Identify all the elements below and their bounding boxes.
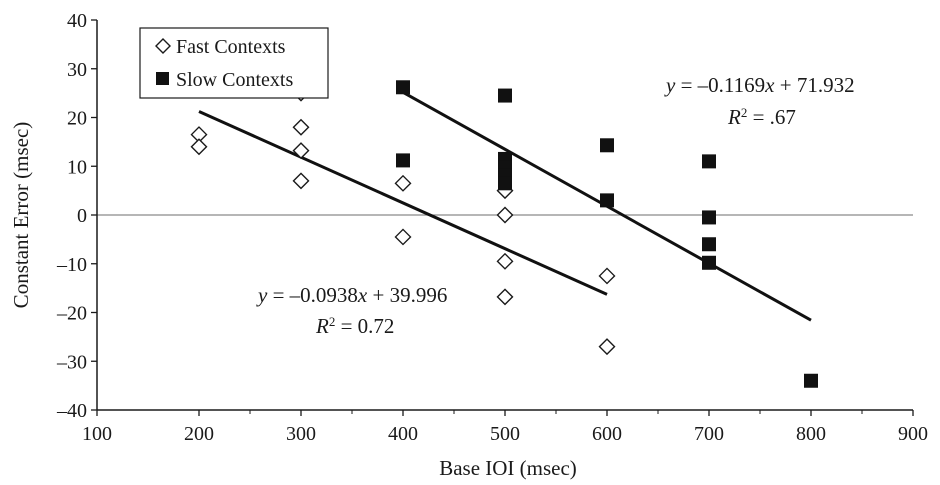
legend: Fast Contexts Slow Contexts xyxy=(139,27,329,99)
fast-context-point xyxy=(292,172,310,190)
slow-trend-equation: y = –0.1169x + 71.932 R2 = .67 xyxy=(664,73,855,129)
x-tick-label: 900 xyxy=(898,423,928,445)
fast-r2-exp: 2 xyxy=(329,314,336,329)
fast-context-point xyxy=(496,252,514,270)
x-tick-label: 600 xyxy=(592,423,622,445)
legend-slow-marker xyxy=(156,72,169,85)
legend-fast-label: Fast Contexts xyxy=(176,36,286,58)
fast-eq-y: y xyxy=(256,283,268,307)
slow-context-point xyxy=(702,154,716,169)
fast-context-point xyxy=(394,174,412,192)
slow-eq-slope: = –0.1169 xyxy=(675,73,765,97)
y-tick-label: 40 xyxy=(67,10,87,32)
fast-context-point xyxy=(292,142,310,160)
fast-context-point xyxy=(394,228,412,246)
y-tick-label: –30 xyxy=(56,351,87,373)
fast-context-point xyxy=(598,338,616,356)
slow-context-point xyxy=(702,210,716,225)
slow-context-point xyxy=(600,138,614,153)
x-tick-label: 300 xyxy=(286,423,316,445)
x-axis-title: Base IOI (msec) xyxy=(439,456,577,480)
x-tick-label: 500 xyxy=(490,423,520,445)
axes: –40 –30 –20 –10 0 10 20 30 40 100 200 300 400 500 600 7… xyxy=(56,10,928,445)
slow-eq-y: y xyxy=(664,73,676,97)
fast-context-point xyxy=(496,288,514,306)
fast-context-point xyxy=(496,206,514,224)
fast-eq-slope: = –0.0938 xyxy=(267,283,358,307)
slow-r2-exp: 2 xyxy=(741,105,748,120)
fast-r2-text: R2 = 0.72 xyxy=(315,314,394,339)
y-tick-label: –10 xyxy=(56,254,87,276)
slow-context-point xyxy=(498,88,512,103)
fast-context-point xyxy=(292,118,310,136)
slow-equation-text: y = –0.1169x + 71.932 xyxy=(664,73,855,97)
slow-context-point xyxy=(498,176,512,191)
x-tick-label: 100 xyxy=(82,423,112,445)
x-tick-label: 400 xyxy=(388,423,418,445)
legend-fast-marker xyxy=(155,38,171,54)
y-axis-title: Constant Error (msec) xyxy=(9,122,33,309)
y-tick-label: 30 xyxy=(67,59,87,81)
y-tick-label: 0 xyxy=(77,205,87,227)
fast-eq-intercept: + 39.996 xyxy=(367,283,447,307)
fast-trend-equation: y = –0.0938x + 39.996 R2 = 0.72 xyxy=(256,283,447,338)
slow-context-point xyxy=(600,193,614,208)
fast-equation-text: y = –0.0938x + 39.996 xyxy=(256,283,447,307)
slow-context-point xyxy=(396,80,410,95)
fast-context-point xyxy=(598,267,616,285)
fast-r2-value: = 0.72 xyxy=(335,314,394,338)
y-tick-label: 10 xyxy=(67,156,87,178)
slow-r2-r: R xyxy=(727,105,741,129)
legend-slow-label: Slow Contexts xyxy=(176,69,293,91)
slow-r2-value: = .67 xyxy=(747,105,796,129)
slow-r2-text: R2 = .67 xyxy=(727,105,796,130)
y-tick-label: –40 xyxy=(56,400,87,422)
x-tick-label: 700 xyxy=(694,423,724,445)
y-tick-label: 20 xyxy=(67,108,87,130)
legend-box xyxy=(139,27,329,99)
fast-eq-x: x xyxy=(357,283,368,307)
fast-r2-r: R xyxy=(315,314,329,338)
slow-context-point xyxy=(804,373,818,388)
x-tick-label: 200 xyxy=(184,423,214,445)
x-tick-label: 800 xyxy=(796,423,826,445)
y-tick-label: –20 xyxy=(56,303,87,325)
slow-eq-intercept: + 71.932 xyxy=(774,73,854,97)
fast-context-point xyxy=(190,138,208,156)
slow-context-point xyxy=(702,237,716,252)
slow-context-point xyxy=(396,153,410,168)
fast-trendline xyxy=(198,110,608,296)
slow-context-point xyxy=(702,255,716,270)
slow-eq-x: x xyxy=(764,73,775,97)
data-points xyxy=(190,80,818,388)
